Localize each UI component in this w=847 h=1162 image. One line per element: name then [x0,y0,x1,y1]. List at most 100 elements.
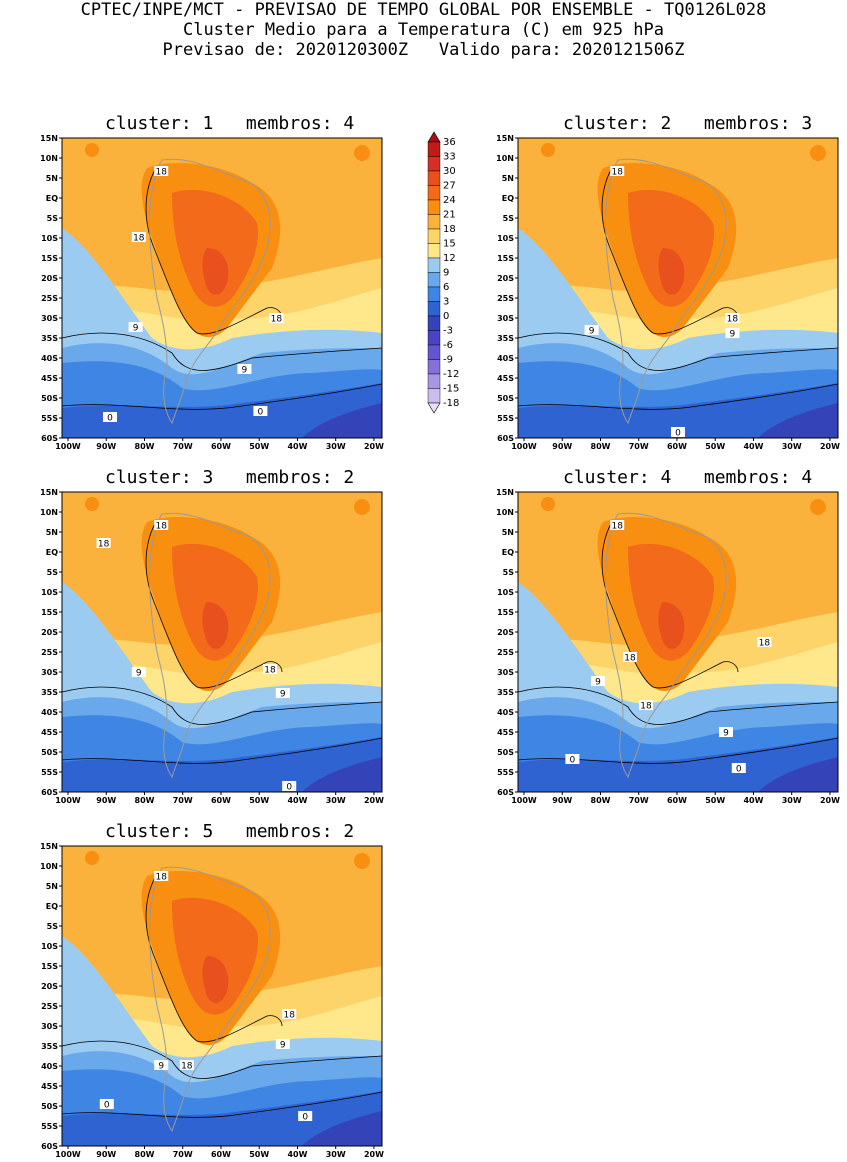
lon-tick-label: 100W [511,796,537,805]
colorbar-segment [427,228,441,244]
lat-tick-label: 35S [41,334,58,343]
contour-label: 9 [133,324,139,334]
temperature-map: 18 18 18 9 9 0 0 15N 10N 5N EQ 5S 10S 15S 20S 25S 30S 35S… [40,842,384,1159]
lon-tick-label: 60W [211,796,231,805]
colorbar-label: 0 [443,311,449,322]
colorbar-segment [427,257,441,273]
contour-label: 9 [280,1041,286,1051]
colorbar-label: -15 [443,384,459,395]
lon-tick-label: 50W [705,796,725,805]
lat-tick-label: 45S [41,728,58,737]
lat-tick-label: 50S [497,748,514,757]
colorbar-label: -9 [443,355,453,366]
lat-tick-label: 5S [503,568,515,577]
panel-title: cluster: 3 membros: 2 [105,467,355,488]
lat-tick-label: 45S [497,374,514,383]
lon-tick-label: 70W [629,796,649,805]
lat-tick-label: EQ [46,194,58,203]
colorbar-segment [427,359,441,375]
lat-tick-label: 55S [41,1122,58,1131]
panel-title: cluster: 5 membros: 2 [105,821,355,842]
lat-tick-label: 60S [497,788,514,797]
lon-tick-label: 90W [552,442,572,451]
colorbar-top-arrow [427,131,441,143]
lat-tick-label: 20S [497,274,514,283]
lat-tick-label: 5N [502,528,514,537]
lon-tick-label: 50W [249,1150,269,1159]
lat-tick-label: 40S [497,708,514,717]
contour-label: 18 [624,654,636,664]
lon-tick-label: 50W [249,796,269,805]
lon-tick-label: 100W [55,442,81,451]
lat-tick-label: 45S [497,728,514,737]
lon-tick-label: 80W [591,796,611,805]
colorbar-segment [427,373,441,389]
contour-label: 18 [611,168,623,178]
lat-tick-label: 25S [497,294,514,303]
colorbar-segment [427,272,441,288]
lat-tick-label: 40S [41,354,58,363]
contour-label: 0 [286,783,292,793]
lat-tick-label: 15N [40,842,58,851]
contour-label: 9 [158,1062,164,1072]
lat-tick-label: 55S [41,768,58,777]
contour-label: 18 [155,873,167,883]
colorbar-bottom-arrow [427,402,441,414]
lat-tick-label: 5N [46,882,58,891]
lon-tick-label: 50W [249,442,269,451]
colorbar-segment [427,199,441,215]
colorbar-label: 24 [443,195,456,206]
lat-tick-label: 10S [497,234,514,243]
colorbar-label: 9 [443,268,449,279]
contour-label: 18 [283,1011,295,1021]
lat-tick-label: 15N [496,134,514,143]
lat-tick-label: 40S [41,708,58,717]
lon-tick-label: 30W [782,796,802,805]
contour-label: 18 [727,315,739,325]
contour-label: 18 [759,639,771,649]
lat-tick-label: 50S [41,1102,58,1111]
lat-tick-label: EQ [502,194,514,203]
lat-tick-label: 30S [41,668,58,677]
colorbar-label: 30 [443,166,456,177]
lat-tick-label: 5S [47,214,59,223]
lon-tick-label: 20W [364,796,384,805]
colorbar-label: 6 [443,282,449,293]
colorbar-label: 33 [443,152,456,163]
lat-tick-label: 10S [497,588,514,597]
lat-tick-label: 10N [496,154,514,163]
lon-tick-label: 50W [705,442,725,451]
lat-tick-label: 60S [41,788,58,797]
lat-tick-label: 5S [47,922,59,931]
lat-tick-label: 25S [41,648,58,657]
colorbar-segment [427,286,441,302]
lon-tick-label: 30W [326,1150,346,1159]
lon-tick-label: 70W [629,442,649,451]
lat-tick-label: 40S [41,1062,58,1071]
contour-label: 9 [589,327,595,337]
lat-tick-label: 10N [40,508,58,517]
lon-tick-label: 90W [96,442,116,451]
contour-label: 9 [136,669,142,679]
lon-tick-label: 30W [326,796,346,805]
colorbar-label: 27 [443,181,456,192]
lat-tick-label: 40S [497,354,514,363]
colorbar-segment [427,330,441,346]
contour-label: 0 [675,429,681,439]
lat-tick-label: 15S [41,254,58,263]
lat-tick-label: 20S [41,982,58,991]
lon-tick-label: 80W [135,796,155,805]
contour-label: 0 [104,1101,110,1111]
contour-label: 9 [723,729,729,739]
lat-tick-label: 15S [41,962,58,971]
colorbar-label: 12 [443,253,456,264]
contour-label: 0 [258,408,264,418]
colorbar-segment [427,156,441,172]
lat-tick-label: 15N [40,488,58,497]
lon-tick-label: 20W [820,796,840,805]
colorbar-segment [427,170,441,186]
colorbar-segment [427,141,441,157]
lat-tick-label: 10S [41,234,58,243]
contour-label: 9 [280,690,286,700]
lat-tick-label: EQ [46,902,58,911]
